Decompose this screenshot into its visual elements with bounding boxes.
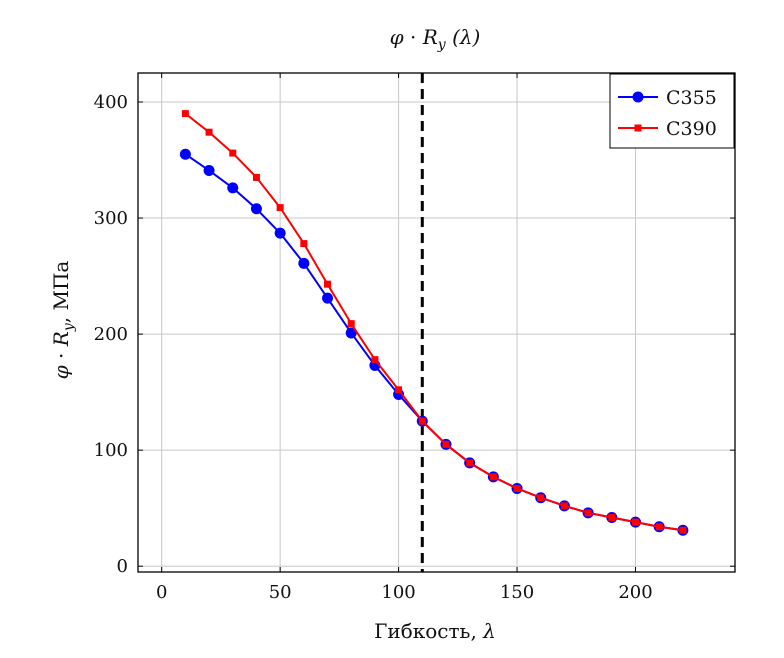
data-point [300, 240, 308, 248]
data-point [513, 484, 521, 492]
legend: С355 С390 [609, 73, 735, 149]
y-axis-label-sub: y [61, 322, 77, 332]
y-axis-label-R: R [49, 331, 73, 347]
title-dot: · [404, 25, 423, 49]
data-point [371, 356, 379, 364]
data-point [466, 459, 474, 467]
data-point [250, 203, 262, 215]
data-point [489, 473, 497, 481]
data-point [205, 128, 213, 136]
ticks: 0 50 100 150 200 0 100 200 300 400 [94, 73, 735, 603]
data-point [227, 182, 239, 194]
series-355 [179, 148, 689, 536]
series-group [179, 110, 689, 536]
y-tick-label: 400 [94, 92, 128, 113]
data-point [537, 494, 545, 502]
data-point [274, 227, 286, 239]
data-point [560, 502, 568, 510]
data-point [632, 518, 639, 526]
y-tick-label: 200 [94, 324, 128, 345]
x-axis-label: Гибкость, λ [374, 619, 496, 643]
data-point [324, 280, 332, 288]
x-axis-label-word: Гибкость, [374, 619, 483, 643]
data-point [181, 110, 189, 118]
x-tick-label: 50 [269, 582, 292, 603]
legend-marker-c390 [634, 124, 642, 132]
y-axis-label-dot: · [49, 346, 73, 365]
title-phi: φ [390, 25, 404, 49]
y-tick-label: 100 [94, 440, 128, 461]
x-axis-label-symbol: λ [482, 619, 496, 643]
x-tick-label: 100 [381, 582, 415, 603]
title-rest: (λ) [446, 25, 481, 49]
data-point [229, 149, 237, 157]
data-point [347, 320, 355, 328]
title-sub: y [437, 37, 447, 53]
data-point [442, 440, 450, 448]
series-line [184, 112, 684, 532]
svg-text:Гибкость, λ: Гибкость, λ [374, 619, 496, 643]
chart-title: φ · Ry (λ) [390, 25, 481, 53]
legend-box [609, 73, 735, 149]
data-point [179, 148, 191, 160]
data-point [252, 173, 260, 181]
data-point [298, 257, 310, 269]
legend-label-c355: С355 [666, 87, 717, 109]
y-tick-label: 0 [117, 556, 128, 577]
y-tick-label: 300 [94, 208, 128, 229]
series-390 [181, 110, 687, 534]
x-tick-label: 200 [618, 582, 652, 603]
x-tick-label: 150 [500, 582, 534, 603]
x-tick-label: 0 [156, 582, 167, 603]
svg-text:φ · Ry (λ): φ · Ry (λ) [390, 25, 481, 53]
legend-marker-c355 [632, 91, 644, 103]
data-point [203, 164, 215, 176]
data-point [584, 509, 592, 517]
legend-label-c390: С390 [666, 118, 717, 140]
data-point [322, 292, 334, 304]
data-point [276, 204, 284, 212]
y-axis-label: φ · Ry, МПа [49, 261, 77, 380]
y-axis-label-phi: φ [49, 365, 73, 379]
data-point [679, 526, 687, 534]
svg-text:φ · Ry, МПа: φ · Ry, МПа [49, 261, 77, 380]
data-point [655, 523, 663, 531]
data-point [395, 386, 403, 394]
plot-frame [137, 72, 736, 573]
title-R: R [422, 25, 438, 49]
data-point [345, 327, 357, 339]
data-point [418, 417, 426, 425]
y-axis-label-unit: , МПа [49, 261, 73, 324]
data-point [608, 513, 616, 521]
